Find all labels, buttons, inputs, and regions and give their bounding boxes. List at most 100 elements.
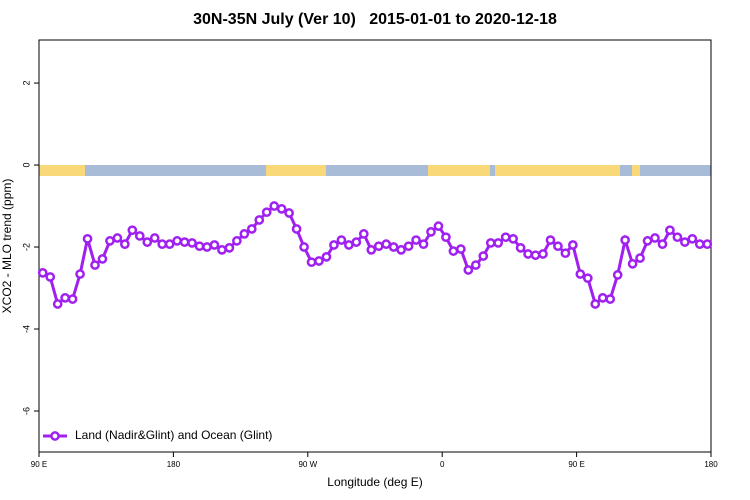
data-point [209,240,220,250]
data-point [269,201,280,211]
data-point [299,242,309,252]
data-point [485,238,496,248]
data-point [657,239,668,250]
data-point [351,237,362,247]
data-point [530,250,541,261]
x-tick-label: 90 E [568,460,584,469]
data-point [52,299,63,309]
land-band [266,165,326,176]
data-point [75,269,85,279]
land-band [632,165,640,176]
data-point [217,245,227,255]
data-point [202,242,212,252]
data-point [463,265,474,275]
data-point [396,245,406,255]
data-point [680,237,690,247]
data-point [37,268,48,278]
land-band [495,165,620,176]
data-point [381,239,392,250]
data-point [523,249,533,259]
data-point [127,225,138,236]
data-point [82,233,93,244]
data-point [60,293,70,303]
data-point [493,238,504,248]
data-point [433,221,444,231]
data-point [605,294,616,304]
data-point [314,256,324,266]
data-point [142,237,153,247]
data-point [172,236,182,246]
data-point [246,224,257,234]
data-point [441,232,451,243]
data-point [179,237,190,247]
data-point [306,257,317,268]
data-point [575,269,586,279]
land-ocean-strip [39,165,711,176]
data-point [418,239,429,250]
data-point [642,236,653,246]
data-point [149,233,160,243]
x-tick-label: 90 W [298,460,317,469]
data-point [239,229,250,239]
data-point [254,215,265,225]
x-tick-label: 180 [167,460,181,469]
data-point [650,233,660,243]
ocean-band [39,165,711,176]
data-point [261,207,272,218]
data-point [702,239,713,250]
data-point [403,241,414,252]
data-point [366,245,377,255]
data-point [545,235,556,245]
x-tick-label: 0 [440,460,445,469]
chart-title: 30N-35N July (Ver 10) 2015-01-01 to 2020… [193,11,557,28]
data-point [590,299,601,309]
legend-label: Land (Nadir&Glint) and Ocean (Glint) [75,428,272,442]
y-tick-label: 2 [21,81,31,86]
data-point [612,270,623,280]
data-point [134,231,145,241]
data-point [635,253,645,263]
data-point [538,249,548,259]
data-point [187,238,197,248]
data-point [336,235,347,245]
data-point [344,240,354,250]
data-point [232,236,242,246]
data-point [105,236,115,246]
data-point [500,232,511,243]
data-point [276,204,287,214]
data-point [672,232,683,243]
data-point [112,233,123,243]
y-tick-label: -4 [21,325,31,333]
data-point [164,239,175,250]
data-point [329,240,339,250]
x-axis-label: Longitude (deg E) [327,475,422,489]
data-point [388,242,399,252]
data-point [373,241,384,252]
data-point [321,252,332,262]
data-point [627,258,638,269]
x-tick-label: 90 E [31,460,47,469]
data-point [620,235,630,245]
data-point [358,229,369,239]
data-point [90,260,100,270]
data-point [470,260,481,270]
data-point [597,293,608,303]
data-point [224,242,235,253]
data-point [478,251,489,261]
data-point [582,273,593,284]
data-point [687,233,698,244]
data-point [97,254,108,264]
data-point [508,233,518,244]
y-tick-label: 0 [21,163,31,168]
data-point [45,272,56,282]
data-point [284,208,294,218]
data-point [665,225,675,236]
y-axis-label: XCO2 - MLO trend (ppm) [0,179,14,314]
y-tick-label: -6 [21,407,31,415]
land-band [39,165,85,176]
y-tick-label: -2 [21,243,31,251]
x-tick-label: 180 [704,460,718,469]
land-band [428,165,490,176]
data-point [291,224,302,234]
